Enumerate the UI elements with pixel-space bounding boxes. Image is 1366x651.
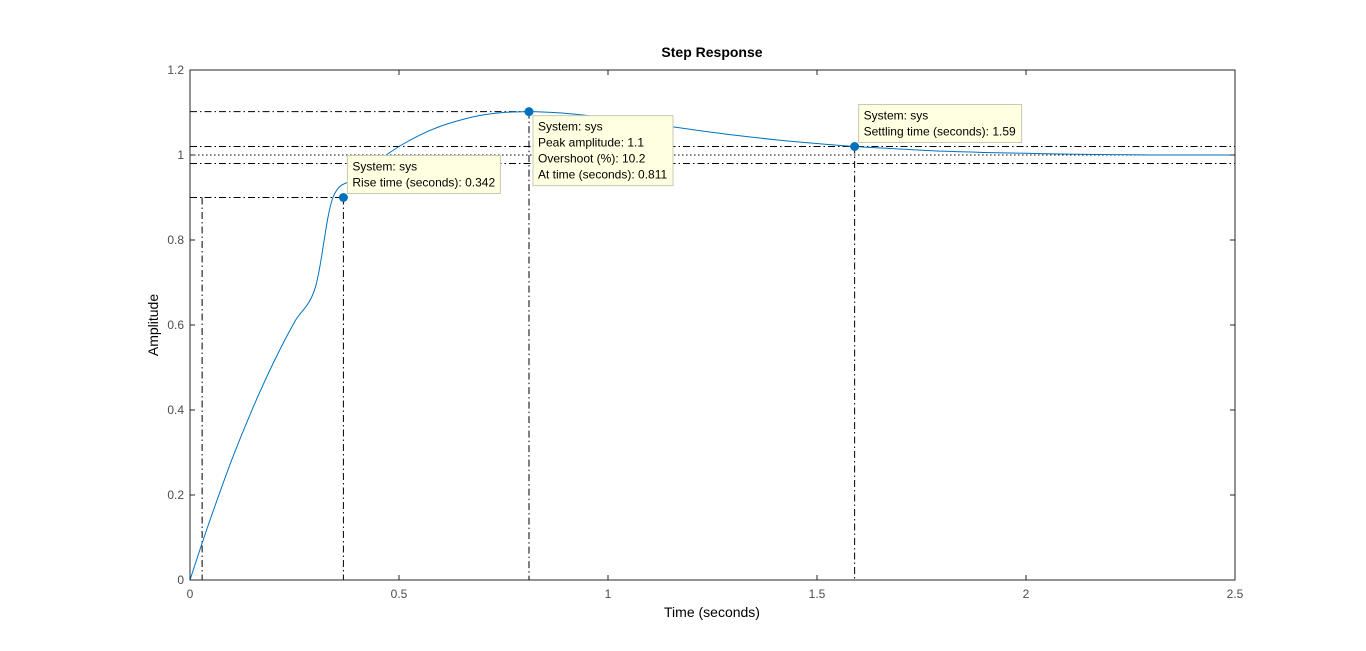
x-tick-label: 0 — [187, 587, 194, 601]
data-tip-box — [532, 115, 674, 187]
data-tip-line: Rise time (seconds): 0.342 — [352, 176, 495, 190]
characteristic-markers[interactable] — [338, 107, 860, 202]
settling-marker[interactable] — [850, 142, 860, 151]
curve-layer — [189, 111, 1235, 581]
data-tip-line: At time (seconds): 0.811 — [538, 168, 667, 182]
chart-title: Step Response — [661, 44, 762, 60]
data-tip-box — [346, 155, 501, 194]
step-response-line — [189, 111, 1235, 581]
data-tip-line: Overshoot (%): 10.2 — [538, 152, 646, 166]
y-tick-label: 0.8 — [167, 233, 184, 247]
y-tick-label: 0.6 — [167, 318, 184, 332]
plot-area: 0 0.5 1 1.5 2 2.5 0 0.2 0.4 0.6 0.8 1 1.2 System: sy… — [167, 63, 1243, 601]
x-tick-label: 1.5 — [809, 587, 826, 601]
data-tip-line: System: sys — [352, 160, 417, 174]
y-tick-label: 0.2 — [167, 488, 184, 502]
rise-marker[interactable] — [338, 193, 348, 202]
y-tick-label: 1.2 — [167, 63, 184, 77]
x-tick-label: 2.5 — [1227, 587, 1244, 601]
peak-marker[interactable] — [524, 107, 534, 117]
data-tip-line: Peak amplitude: 1.1 — [538, 136, 644, 150]
x-tick-label: 1 — [605, 587, 612, 601]
y-tick-label: 0.4 — [167, 403, 184, 417]
data-tip-line: System: sys — [864, 109, 929, 123]
peak-data-tip: System: sys Peak amplitude: 1.1 Overshoot … — [532, 115, 674, 187]
x-tick-label: 0.5 — [391, 587, 408, 601]
data-tip-line: Settling time (seconds): 1.59 — [864, 125, 1016, 139]
y-tick-label: 0 — [177, 573, 184, 587]
data-tip-box — [858, 104, 1023, 143]
data-tip-line: System: sys — [538, 120, 603, 134]
x-axis-label: Time (seconds) — [664, 604, 760, 620]
rise-data-tip: System: sys Rise time (seconds): 0.342 — [346, 155, 501, 194]
y-tick-label: 1 — [177, 148, 184, 162]
x-tick-label: 2 — [1023, 587, 1030, 601]
axis-ticks: 0 0.5 1 1.5 2 2.5 0 0.2 0.4 0.6 0.8 1 1.2 — [167, 63, 1243, 601]
settling-data-tip: System: sys Settling time (seconds): 1.59 — [858, 104, 1023, 143]
y-axis-label: Amplitude — [145, 294, 161, 356]
